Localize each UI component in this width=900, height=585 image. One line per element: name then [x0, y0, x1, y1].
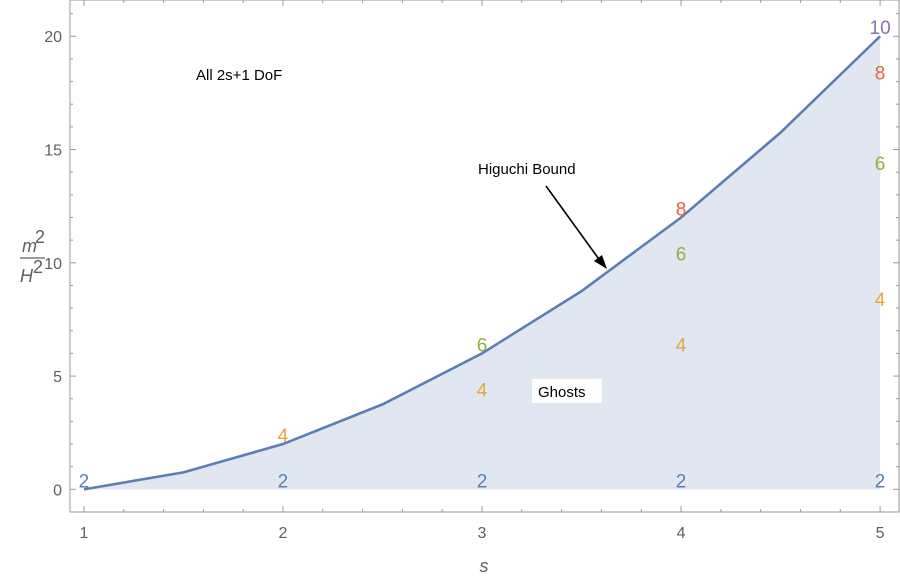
y-axis-ticks: 0 5 10 15 20	[44, 13, 899, 513]
dof-label: 2	[875, 471, 886, 492]
dof-label: 8	[875, 63, 886, 84]
dof-label: 6	[875, 154, 886, 175]
x-tick-label: 4	[677, 525, 686, 542]
y-tick-label: 5	[53, 369, 62, 386]
all-dof-annotation: All 2s+1 DoF	[196, 67, 282, 84]
ghosts-label-bg	[532, 379, 602, 403]
dof-label: 2	[79, 471, 90, 492]
dof-label: 10	[870, 18, 891, 39]
dof-label: 4	[477, 381, 488, 402]
ghost-region-fill	[83, 36, 881, 490]
x-tick-label: 3	[478, 525, 487, 542]
dof-label: 8	[676, 199, 687, 220]
x-tick-label: 5	[876, 525, 885, 542]
y-tick-label: 10	[44, 256, 62, 273]
dof-label: 4	[676, 335, 687, 356]
higuchi-arrow-head	[594, 255, 607, 269]
y-label-denominator-exponent: 2	[33, 257, 43, 277]
y-label-numerator-exponent: 2	[35, 227, 45, 247]
dof-label: 2	[676, 471, 687, 492]
x-tick-label: 2	[279, 525, 288, 542]
plot-frame	[69, 0, 900, 513]
ghosts-annotation: Ghosts	[538, 384, 586, 401]
higuchi-bound-curve	[83, 35, 882, 491]
y-label-denominator: H	[20, 266, 34, 286]
x-tick-label: 1	[79, 525, 88, 542]
dof-label: 6	[676, 245, 687, 266]
y-axis-label: m 2 H 2	[20, 227, 45, 286]
dof-label: 2	[477, 471, 488, 492]
dof-label: 2	[278, 471, 289, 492]
dof-label: 4	[278, 426, 289, 447]
higuchi-arrow-shaft	[545, 185, 602, 263]
x-axis-label: s	[480, 556, 489, 576]
y-tick-label: 0	[53, 482, 62, 499]
higuchi-bound-annotation: Higuchi Bound	[478, 161, 576, 178]
dof-labels: 2 2 4 2 4 6 2 4 6 8 2 4 6 8 10	[79, 18, 891, 492]
dof-label: 4	[875, 290, 886, 311]
y-tick-label: 15	[44, 143, 62, 160]
dof-label: 6	[477, 335, 488, 356]
y-label-numerator: m	[22, 236, 37, 256]
x-axis-ticks: 1 2 3 4 5	[79, 0, 885, 542]
y-tick-label: 20	[44, 29, 62, 46]
